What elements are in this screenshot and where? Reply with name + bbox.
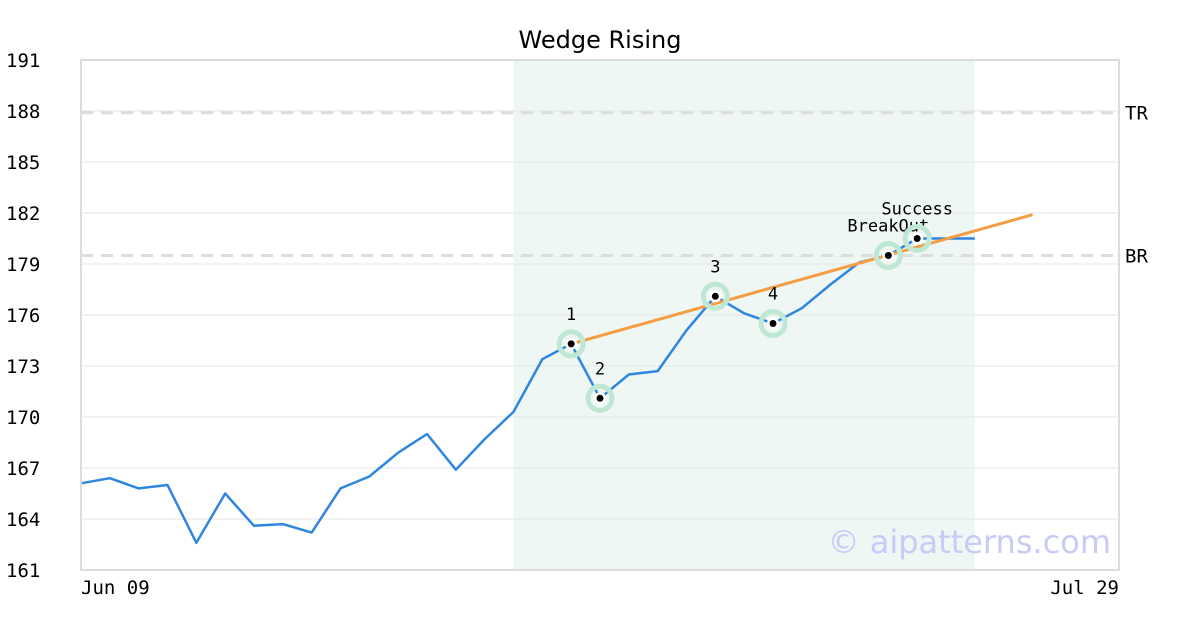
price-series (80, 237, 975, 545)
price-line (80, 237, 975, 545)
marker-point (884, 252, 892, 259)
level-label-br: BR (1125, 246, 1148, 268)
marker-ring (758, 309, 788, 338)
marker-point (567, 340, 575, 348)
y-tick-label: 182 (6, 203, 40, 225)
x-axis-tick-labels: Jun 09 Jul 29 (81, 577, 1119, 599)
y-tick-label: 170 (6, 407, 40, 429)
marker-point (711, 292, 719, 300)
marker-ring (556, 329, 586, 359)
marker-label: 1 (566, 305, 576, 325)
marker-ring (585, 383, 615, 413)
y-tick-label: 161 (6, 560, 40, 582)
wedge-trendline (570, 213, 1033, 346)
marker-ring (700, 281, 730, 311)
chart-title: Wedge Rising (519, 26, 682, 54)
marker-label: Success (881, 200, 953, 220)
resistance-levels: TR BR (81, 103, 1148, 268)
y-tick-label: 167 (6, 458, 40, 480)
marker-label: 3 (710, 257, 720, 277)
marker-label: 4 (768, 285, 778, 305)
y-tick-label: 188 (6, 101, 40, 123)
y-axis-tick-labels: 191 188 185 182 179 176 173 170 167 164 161 (6, 50, 40, 582)
y-tick-label: 176 (6, 305, 40, 327)
y-tick-label: 185 (6, 152, 40, 174)
level-label-tr: TR (1125, 103, 1148, 125)
y-tick-label: 173 (6, 356, 40, 378)
plot-frame (80, 59, 1120, 571)
marker-label: 2 (595, 359, 605, 379)
marker-point (596, 394, 604, 402)
y-tick-label: 191 (6, 50, 40, 72)
y-tick-label: 179 (6, 254, 40, 276)
marker-point (913, 235, 921, 242)
y-tick-label: 164 (6, 509, 40, 531)
x-tick-label: Jul 29 (1050, 577, 1119, 599)
marker-ring (902, 224, 932, 253)
x-tick-label: Jun 09 (81, 577, 150, 599)
marker-point (769, 320, 777, 327)
marker-ring (873, 241, 903, 270)
watermark: © aipatterns.com (828, 523, 1111, 561)
